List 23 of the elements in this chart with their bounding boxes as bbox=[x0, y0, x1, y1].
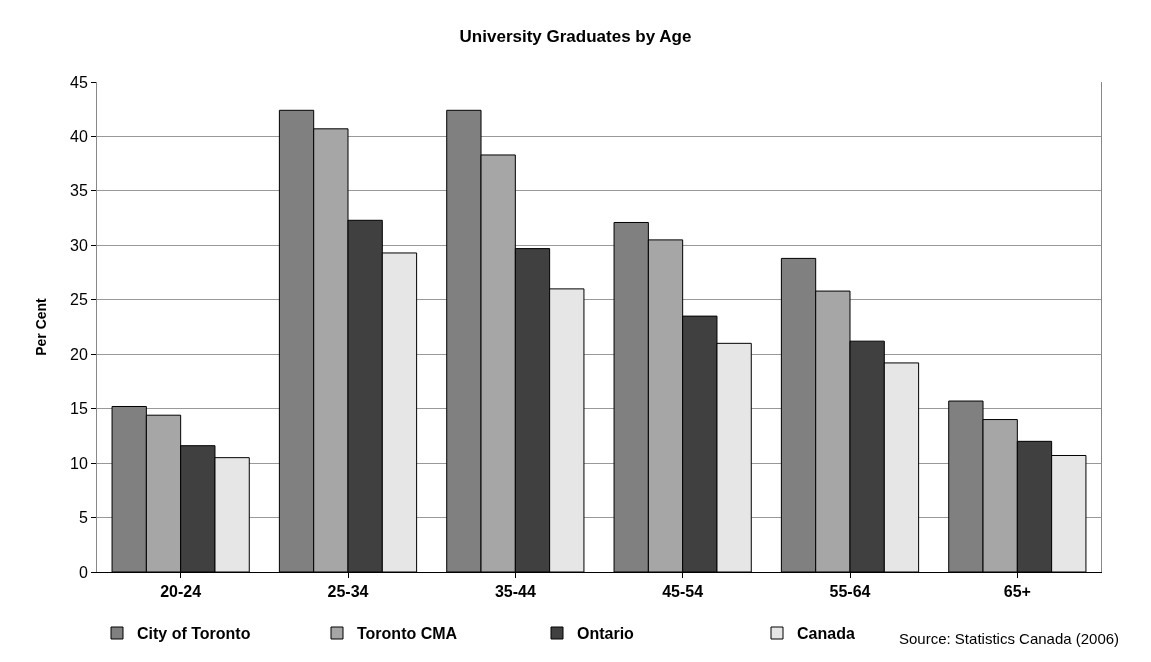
y-tick-label: 0 bbox=[78, 563, 88, 581]
legend-label: Canada bbox=[797, 625, 855, 643]
x-tick-label: 55-64 bbox=[829, 583, 871, 601]
source-note: Source: Statistics Canada (2006) bbox=[899, 630, 1120, 647]
y-tick-label: 10 bbox=[70, 454, 88, 472]
chart-title: University Graduates by Age bbox=[459, 26, 692, 46]
y-tick-label: 20 bbox=[70, 345, 88, 363]
legend-label: Ontario bbox=[577, 625, 635, 643]
legend-label: Toronto CMA bbox=[357, 625, 458, 643]
y-tick-label: 35 bbox=[70, 182, 88, 200]
y-tick-label: 15 bbox=[70, 400, 88, 418]
y-tick-label: 30 bbox=[70, 236, 88, 254]
x-tick-label: 45-54 bbox=[662, 583, 704, 601]
y-tick-label: 45 bbox=[70, 73, 88, 91]
x-tick-label: 65+ bbox=[1003, 583, 1031, 601]
y-tick-label: 5 bbox=[78, 509, 88, 527]
legend-label: City of Toronto bbox=[137, 625, 251, 643]
x-tick-label: 25-34 bbox=[327, 583, 369, 601]
x-tick-label: 35-44 bbox=[494, 583, 536, 601]
y-tick-label: 25 bbox=[70, 291, 88, 309]
y-axis-title: Per Cent bbox=[32, 297, 49, 356]
y-tick-label: 40 bbox=[70, 128, 88, 146]
x-tick-label: 20-24 bbox=[160, 583, 202, 601]
